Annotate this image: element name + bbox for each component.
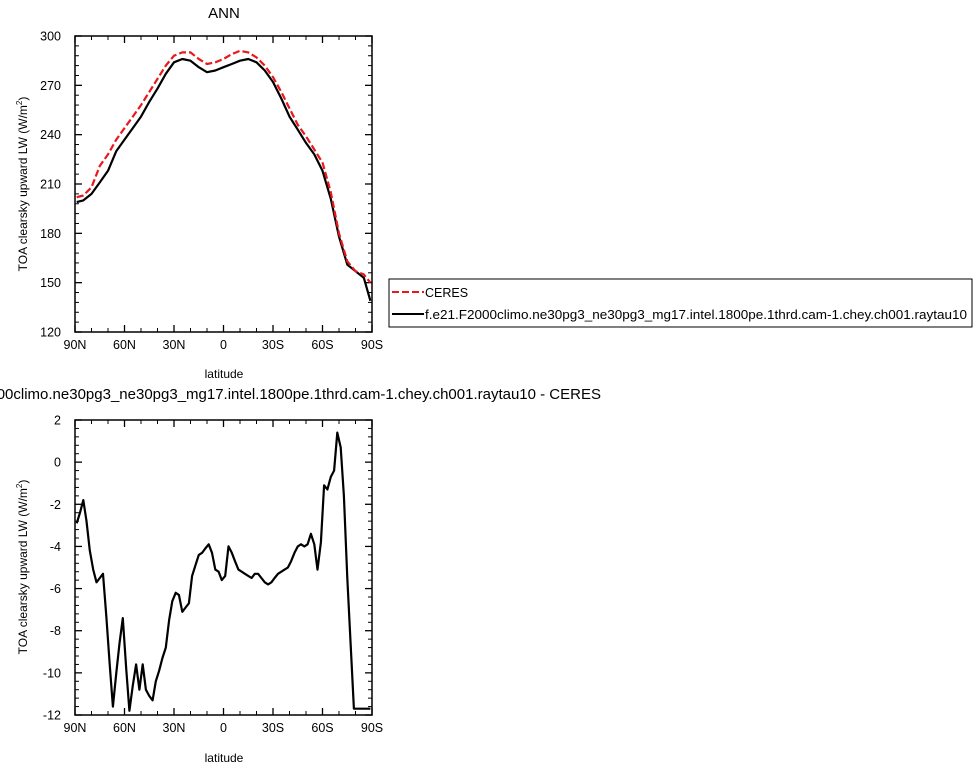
top-ytick-label: 210 xyxy=(40,178,61,192)
legend-label-ceres: CERES xyxy=(425,286,468,300)
bottom-xtick-label: 60N xyxy=(113,721,136,735)
bottom-xtick-label: 90S xyxy=(361,721,383,735)
top-ytick-label: 180 xyxy=(40,227,61,241)
top-chart-title: ANN xyxy=(208,5,240,22)
bottom-x-axis-label: latitude xyxy=(205,751,244,765)
legend-label-model: f.e21.F2000climo.ne30pg3_ne30pg3_mg17.in… xyxy=(425,308,967,322)
top-panel: ANN 90N 60N 30N 0 30S 60S 90S 120 150 180 210 240 27… xyxy=(15,5,383,381)
bottom-panel: f.e21.F2000climo.ne30pg3_ne30pg3_mg17.in… xyxy=(0,386,601,765)
legend-box xyxy=(388,278,973,328)
bottom-ytick-label: -8 xyxy=(50,624,61,638)
bottom-xtick-label: 60S xyxy=(311,721,333,735)
top-ytick-label: 150 xyxy=(40,276,61,290)
top-xtick-label: 90S xyxy=(361,338,383,352)
top-ticks: 90N 60N 30N 0 30S 60S 90S 120 150 180 210 240 270 300 xyxy=(40,30,383,353)
bottom-plot-frame xyxy=(74,419,373,716)
bottom-ticks: 90N 60N 30N 0 30S 60S 90S -12 -10 -8 -6 -4 -2 0 2 xyxy=(43,414,383,736)
top-y-axis-label: TOA clearsky upward LW (W/m2) xyxy=(15,97,30,272)
top-ytick-label: 300 xyxy=(40,30,61,44)
top-xtick-label: 0 xyxy=(220,338,227,352)
bottom-ytick-label: -2 xyxy=(50,498,61,512)
top-y-axis-label-tail: ) xyxy=(16,97,30,101)
bottom-ytick-label: 2 xyxy=(54,414,61,428)
top-xtick-label: 30N xyxy=(163,338,186,352)
bottom-xtick-label: 30N xyxy=(163,721,186,735)
bottom-ytick-label: -6 xyxy=(50,582,61,596)
bottom-xtick-label: 90N xyxy=(64,721,87,735)
bottom-ytick-label: 0 xyxy=(54,456,61,470)
bottom-y-axis-label-tail: ) xyxy=(16,480,30,484)
top-xtick-label: 90N xyxy=(64,338,87,352)
bottom-xtick-label: 30S xyxy=(262,721,284,735)
top-x-axis-label: latitude xyxy=(205,367,244,381)
top-ytick-label: 240 xyxy=(40,128,61,142)
bottom-ytick-label: -4 xyxy=(50,540,61,554)
top-xtick-label: 60N xyxy=(113,338,136,352)
bottom-y-axis-label-sup: 2 xyxy=(15,483,24,488)
top-xtick-label: 30S xyxy=(262,338,284,352)
top-y-axis-label-main: TOA clearsky upward LW (W/m xyxy=(16,105,30,271)
top-series-line-0 xyxy=(76,49,372,284)
bottom-series-line-0 xyxy=(75,431,371,712)
top-xtick-label: 60S xyxy=(311,338,333,352)
bottom-y-axis-label-main: TOA clearsky upward LW (W/m xyxy=(16,488,30,654)
bottom-y-axis-label: TOA clearsky upward LW (W/m2) xyxy=(15,480,30,655)
bottom-chart-title: f.e21.F2000climo.ne30pg3_ne30pg3_mg17.in… xyxy=(0,386,601,403)
bottom-xtick-label: 0 xyxy=(220,721,227,735)
legend: CERES f.e21.F2000climo.ne30pg3_ne30pg3_m… xyxy=(388,278,973,328)
top-ytick-label: 120 xyxy=(40,326,61,340)
bottom-series-lines xyxy=(75,431,371,712)
bottom-ytick-label: -12 xyxy=(43,709,61,723)
top-ytick-label: 270 xyxy=(40,79,61,93)
top-series-lines xyxy=(76,49,372,302)
top-series-line-1 xyxy=(76,57,372,302)
top-y-axis-label-sup: 2 xyxy=(15,100,24,105)
bottom-ytick-label: -10 xyxy=(43,666,61,680)
